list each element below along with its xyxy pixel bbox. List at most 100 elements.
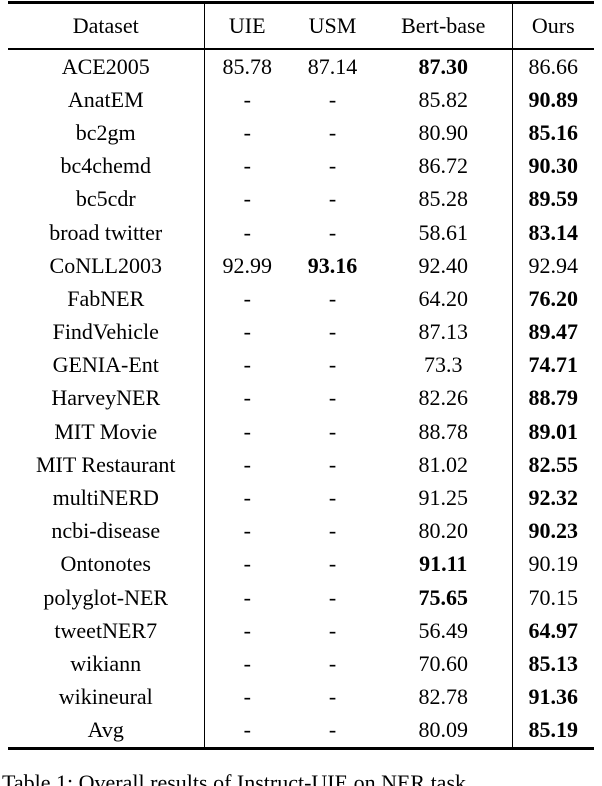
score-cell: 82.26 xyxy=(418,385,469,411)
score-cell: 70.60 xyxy=(418,650,469,676)
table-caption-text: Table 1: Overall results of Instruct-UIE… xyxy=(2,771,467,786)
score-cell: - xyxy=(203,182,290,216)
score-cell: - xyxy=(328,385,337,411)
column-header-usm: USM xyxy=(290,2,375,50)
table-row: bc2gm - - 80.90 85.16 xyxy=(8,116,594,150)
table-row: HarveyNER - - 82.26 88.79 xyxy=(8,381,594,416)
score-cell: - xyxy=(203,647,290,681)
score-cell: 89.47 xyxy=(511,315,594,349)
score-cell: 88.79 xyxy=(511,381,594,416)
score-cell: 85.78 xyxy=(203,49,290,84)
dataset-cell: wikineural xyxy=(58,684,153,710)
table-header: Dataset UIE USM Bert-base Ours xyxy=(8,2,594,50)
table-row: bc5cdr - - 85.28 89.59 xyxy=(8,182,594,216)
score-cell: - xyxy=(328,219,337,245)
dataset-cell: GENIA-Ent xyxy=(52,352,159,378)
dataset-cell: ACE2005 xyxy=(61,53,150,79)
dataset-cell: Avg xyxy=(87,717,124,743)
score-cell: - xyxy=(203,215,290,250)
table-row: tweetNER7 - - 56.49 64.97 xyxy=(8,614,594,648)
score-cell: 82.78 xyxy=(418,684,469,710)
score-cell: - xyxy=(203,315,290,349)
score-cell: 93.16 xyxy=(307,252,358,278)
dataset-cell: bc5cdr xyxy=(75,186,136,212)
score-cell: 64.20 xyxy=(418,285,469,311)
score-cell: 90.89 xyxy=(511,83,594,117)
table-caption: Table 1: Overall results of Instruct-UIE… xyxy=(0,771,602,786)
column-header-bert-base: Bert-base xyxy=(375,2,512,50)
score-cell: 86.66 xyxy=(511,49,594,84)
score-cell: - xyxy=(203,448,290,482)
score-cell: 74.71 xyxy=(511,348,594,382)
score-cell: - xyxy=(328,617,337,643)
table-row: wikineural - - 82.78 91.36 xyxy=(8,680,594,714)
dataset-cell: MIT Restaurant xyxy=(35,451,176,477)
score-cell: - xyxy=(328,584,337,610)
score-cell: 81.02 xyxy=(418,451,469,477)
score-cell: 73.3 xyxy=(424,352,463,378)
dataset-cell: FabNER xyxy=(67,285,145,311)
table-row: AnatEM - - 85.82 90.89 xyxy=(8,83,594,117)
table-row: ncbi-disease - - 80.20 90.23 xyxy=(8,514,594,548)
table-row: broad twitter - - 58.61 83.14 xyxy=(8,215,594,250)
score-cell: 80.90 xyxy=(418,119,469,145)
dataset-cell: AnatEM xyxy=(67,86,144,112)
dataset-cell: broad twitter xyxy=(49,219,163,245)
score-cell: - xyxy=(203,614,290,648)
score-cell: 91.25 xyxy=(418,485,469,511)
dataset-cell: bc2gm xyxy=(75,119,136,145)
score-cell: 85.82 xyxy=(418,86,469,112)
score-cell: 91.36 xyxy=(511,680,594,714)
score-cell: - xyxy=(203,348,290,382)
column-header-dataset: Dataset xyxy=(8,2,204,50)
score-cell: 92.40 xyxy=(418,252,469,278)
dataset-cell: Ontonotes xyxy=(60,551,151,577)
table-row: polyglot-NER - - 75.65 70.15 xyxy=(8,581,594,615)
score-cell: 85.19 xyxy=(511,713,594,749)
score-cell: - xyxy=(328,86,337,112)
dataset-cell: CoNLL2003 xyxy=(49,252,162,278)
table-row: bc4chemd - - 86.72 90.30 xyxy=(8,149,594,183)
score-cell: - xyxy=(203,514,290,548)
score-cell: 85.16 xyxy=(511,116,594,150)
score-cell: - xyxy=(328,485,337,511)
score-cell: 91.11 xyxy=(419,551,468,577)
score-cell: - xyxy=(203,282,290,316)
score-cell: 92.32 xyxy=(511,481,594,515)
score-cell: - xyxy=(328,285,337,311)
score-cell: 58.61 xyxy=(418,219,469,245)
score-cell: - xyxy=(203,149,290,183)
score-cell: 75.65 xyxy=(418,584,469,610)
ner-results-table: Dataset UIE USM Bert-base Ours ACE2005 85… xyxy=(8,1,594,750)
score-cell: 64.97 xyxy=(511,614,594,648)
score-cell: 82.55 xyxy=(511,448,594,482)
score-cell: 92.99 xyxy=(203,249,290,283)
score-cell: - xyxy=(328,153,337,179)
score-cell: - xyxy=(328,352,337,378)
score-cell: - xyxy=(203,415,290,449)
table-row: GENIA-Ent - - 73.3 74.71 xyxy=(8,348,594,382)
score-cell: - xyxy=(328,717,337,743)
dataset-cell: FindVehicle xyxy=(52,319,159,345)
score-cell: 80.20 xyxy=(418,518,469,544)
score-cell: 90.19 xyxy=(511,547,594,581)
header-row: Dataset UIE USM Bert-base Ours xyxy=(8,2,594,50)
score-cell: 86.72 xyxy=(418,153,469,179)
score-cell: - xyxy=(203,116,290,150)
score-cell: - xyxy=(328,418,337,444)
score-cell: 90.30 xyxy=(511,149,594,183)
score-cell: - xyxy=(203,381,290,416)
table-row: MIT Movie - - 88.78 89.01 xyxy=(8,415,594,449)
dataset-cell: multiNERD xyxy=(52,485,159,511)
score-cell: - xyxy=(328,518,337,544)
score-cell: - xyxy=(203,713,290,749)
table-row: MIT Restaurant - - 81.02 82.55 xyxy=(8,448,594,482)
table-row: FabNER - - 64.20 76.20 xyxy=(8,282,594,316)
column-header-ours: Ours xyxy=(511,2,594,50)
score-cell: - xyxy=(328,650,337,676)
score-cell: - xyxy=(203,83,290,117)
table-body: ACE2005 85.78 87.14 87.30 86.66 AnatEM - -85.82… xyxy=(8,49,594,749)
score-cell: 89.59 xyxy=(511,182,594,216)
table-row: Ontonotes - - 91.11 90.19 xyxy=(8,547,594,581)
